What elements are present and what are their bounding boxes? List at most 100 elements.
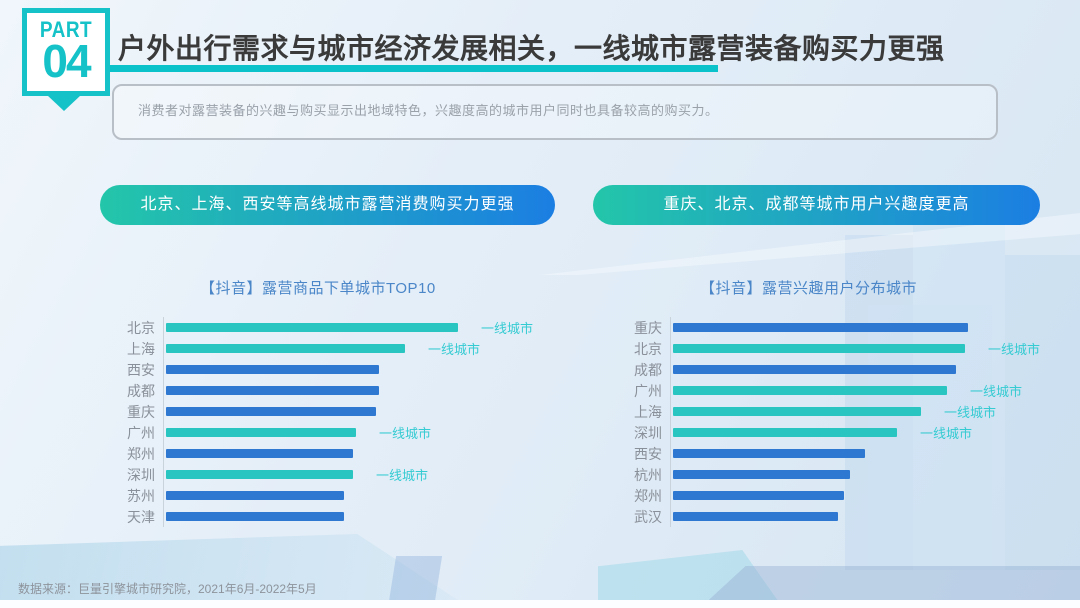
chart-orders-top10: 北京 一线城市 上海 一线城市 西安 成都 重庆 广州 一线城市 郑州 深圳 一线城市 苏州 天津 bbox=[118, 317, 586, 527]
chart-row: 深圳 一线城市 bbox=[625, 422, 1080, 443]
category-label: 西安 bbox=[127, 361, 155, 378]
category-label: 苏州 bbox=[127, 487, 155, 504]
category-label: 北京 bbox=[127, 319, 155, 336]
category-label: 成都 bbox=[634, 361, 662, 378]
bar-郑州 bbox=[166, 449, 353, 458]
bar-广州 bbox=[673, 386, 947, 395]
tier1-annotation: 一线城市 bbox=[379, 426, 432, 441]
chart-row: 西安 bbox=[118, 359, 586, 380]
chart-row: 郑州 bbox=[118, 443, 586, 464]
chart-title-orders: 【抖音】露营商品下单城市TOP10 bbox=[200, 280, 436, 297]
tier1-annotation: 一线城市 bbox=[481, 321, 534, 336]
chart-row: 广州 一线城市 bbox=[625, 380, 1080, 401]
category-label: 深圳 bbox=[127, 466, 155, 483]
building-shape bbox=[1005, 255, 1080, 570]
triangle-down-icon bbox=[47, 95, 81, 111]
bar-深圳 bbox=[166, 470, 353, 479]
bar-重庆 bbox=[166, 407, 376, 416]
subtitle-text: 消费者对露营装备的兴趣与购买显示出地域特色，兴趣度高的城市用户同时也具备较高的购… bbox=[138, 103, 719, 118]
category-label: 武汉 bbox=[634, 508, 662, 525]
bar-深圳 bbox=[673, 428, 897, 437]
bar-area bbox=[163, 359, 586, 380]
chart-row: 上海 一线城市 bbox=[118, 338, 586, 359]
chart-row: 北京 一线城市 bbox=[118, 317, 586, 338]
chart-row: 苏州 bbox=[118, 485, 586, 506]
bar-area bbox=[163, 485, 586, 506]
chart-interest-cities: 重庆 北京 一线城市 成都 广州 一线城市 上海 一线城市 深圳 一线城市 西安 杭州 郑州 武汉 bbox=[625, 317, 1080, 527]
building-shape bbox=[913, 195, 1005, 570]
bar-area: 一线城市 bbox=[163, 338, 586, 359]
chart-row: 上海 一线城市 bbox=[625, 401, 1080, 422]
bar-area bbox=[163, 443, 586, 464]
bar-成都 bbox=[166, 386, 379, 395]
chart-row: 广州 一线城市 bbox=[118, 422, 586, 443]
bar-area: 一线城市 bbox=[163, 317, 586, 338]
bar-北京 bbox=[166, 323, 458, 332]
category-label: 成都 bbox=[127, 382, 155, 399]
chart-row: 杭州 bbox=[625, 464, 1080, 485]
part-number: 04 bbox=[42, 34, 91, 87]
bar-西安 bbox=[673, 449, 865, 458]
bar-成都 bbox=[673, 365, 956, 374]
chart-row: 西安 bbox=[625, 443, 1080, 464]
chart-row: 郑州 bbox=[625, 485, 1080, 506]
tier1-annotation: 一线城市 bbox=[970, 384, 1023, 399]
bar-郑州 bbox=[673, 491, 844, 500]
bar-area: 一线城市 bbox=[163, 422, 586, 443]
chart-row: 武汉 bbox=[625, 506, 1080, 527]
pill-interest-level: 重庆、北京、成都等城市用户兴趣度更高 bbox=[593, 185, 1040, 225]
bar-area bbox=[670, 485, 1080, 506]
category-label: 上海 bbox=[127, 340, 155, 357]
bar-area bbox=[670, 317, 1080, 338]
building-shape bbox=[845, 235, 913, 570]
category-label: 杭州 bbox=[634, 466, 662, 483]
chart-row: 深圳 一线城市 bbox=[118, 464, 586, 485]
part-badge: PART 04 bbox=[22, 8, 110, 96]
category-label: 郑州 bbox=[127, 445, 155, 462]
part-label: PART bbox=[39, 18, 93, 43]
bottom-strip bbox=[0, 600, 1080, 608]
bar-area bbox=[163, 380, 586, 401]
bar-area bbox=[670, 443, 1080, 464]
chart-row: 成都 bbox=[625, 359, 1080, 380]
bar-area: 一线城市 bbox=[670, 338, 1080, 359]
category-label: 广州 bbox=[127, 424, 155, 441]
subtitle-box: 消费者对露营装备的兴趣与购买显示出地域特色，兴趣度高的城市用户同时也具备较高的购… bbox=[112, 84, 998, 140]
category-label: 重庆 bbox=[634, 319, 662, 336]
bar-area bbox=[670, 506, 1080, 527]
chart-row: 天津 bbox=[118, 506, 586, 527]
tier1-annotation: 一线城市 bbox=[944, 405, 997, 420]
category-label: 西安 bbox=[634, 445, 662, 462]
tier1-annotation: 一线城市 bbox=[428, 342, 481, 357]
bar-area: 一线城市 bbox=[670, 422, 1080, 443]
category-label: 重庆 bbox=[127, 403, 155, 420]
bar-area: 一线城市 bbox=[670, 380, 1080, 401]
bar-上海 bbox=[673, 407, 921, 416]
bar-天津 bbox=[166, 512, 344, 521]
bar-上海 bbox=[166, 344, 405, 353]
bar-area bbox=[163, 401, 586, 422]
bar-area: 一线城市 bbox=[670, 401, 1080, 422]
pill-purchase-power: 北京、上海、西安等高线城市露营消费购买力更强 bbox=[100, 185, 555, 225]
bar-武汉 bbox=[673, 512, 838, 521]
tier1-annotation: 一线城市 bbox=[376, 468, 429, 483]
category-label: 上海 bbox=[634, 403, 662, 420]
bar-西安 bbox=[166, 365, 379, 374]
bar-area bbox=[670, 464, 1080, 485]
bar-area bbox=[670, 359, 1080, 380]
bar-北京 bbox=[673, 344, 965, 353]
chart-row: 北京 一线城市 bbox=[625, 338, 1080, 359]
category-label: 天津 bbox=[127, 508, 155, 525]
category-label: 广州 bbox=[634, 382, 662, 399]
bar-area bbox=[163, 506, 586, 527]
chart-row: 重庆 bbox=[625, 317, 1080, 338]
chart-row: 重庆 bbox=[118, 401, 586, 422]
title-underline bbox=[110, 65, 718, 72]
bar-area: 一线城市 bbox=[163, 464, 586, 485]
page-title: 户外出行需求与城市经济发展相关，一线城市露营装备购买力更强 bbox=[118, 33, 945, 64]
chart-title-interest: 【抖音】露营兴趣用户分布城市 bbox=[700, 280, 918, 297]
tier1-annotation: 一线城市 bbox=[988, 342, 1041, 357]
category-label: 北京 bbox=[634, 340, 662, 357]
bar-苏州 bbox=[166, 491, 344, 500]
